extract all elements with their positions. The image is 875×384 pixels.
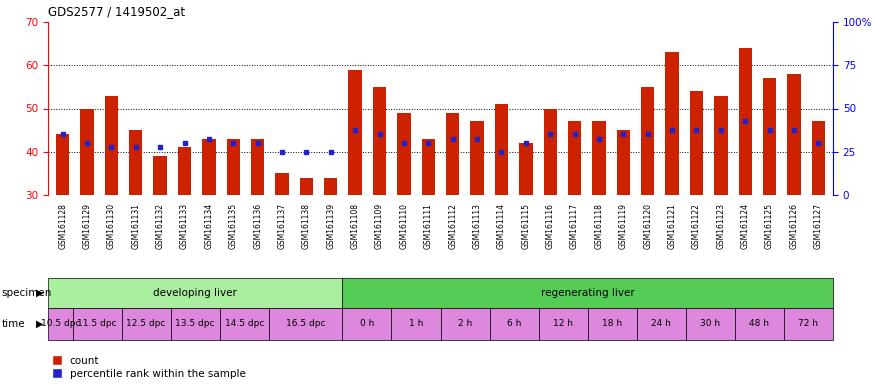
Text: 2 h: 2 h xyxy=(458,319,472,328)
Bar xyxy=(129,130,143,195)
Bar xyxy=(324,178,338,195)
Text: 11.5 dpc: 11.5 dpc xyxy=(77,319,117,328)
Bar xyxy=(348,70,362,195)
Bar xyxy=(342,308,391,340)
Bar xyxy=(342,278,833,308)
Bar xyxy=(373,87,386,195)
Bar xyxy=(73,308,122,340)
Bar xyxy=(665,52,679,195)
Bar xyxy=(171,308,220,340)
Bar xyxy=(48,308,73,340)
Text: 18 h: 18 h xyxy=(602,319,622,328)
Bar xyxy=(592,121,605,195)
Bar xyxy=(122,308,171,340)
Bar xyxy=(220,308,269,340)
Text: time: time xyxy=(2,319,25,329)
Bar xyxy=(227,139,240,195)
Text: 0 h: 0 h xyxy=(360,319,374,328)
Text: 10.5 dpc: 10.5 dpc xyxy=(40,319,80,328)
Text: 1 h: 1 h xyxy=(409,319,423,328)
Text: regenerating liver: regenerating liver xyxy=(541,288,634,298)
Bar xyxy=(80,109,94,195)
Bar xyxy=(153,156,167,195)
Bar xyxy=(788,74,801,195)
Text: 13.5 dpc: 13.5 dpc xyxy=(175,319,215,328)
Bar xyxy=(178,147,192,195)
Legend: count, percentile rank within the sample: count, percentile rank within the sample xyxy=(53,356,246,379)
Bar xyxy=(519,143,533,195)
Bar xyxy=(686,308,735,340)
Bar xyxy=(48,278,342,308)
Bar xyxy=(269,308,342,340)
Bar xyxy=(588,308,637,340)
Bar xyxy=(784,308,833,340)
Text: developing liver: developing liver xyxy=(153,288,237,298)
Text: 6 h: 6 h xyxy=(507,319,522,328)
Text: specimen: specimen xyxy=(2,288,52,298)
Text: ▶: ▶ xyxy=(36,319,44,329)
Bar xyxy=(568,121,581,195)
Bar xyxy=(637,308,686,340)
Bar xyxy=(812,121,825,195)
Text: 24 h: 24 h xyxy=(651,319,671,328)
Bar xyxy=(690,91,704,195)
Bar xyxy=(105,96,118,195)
Bar xyxy=(202,139,215,195)
Text: 12.5 dpc: 12.5 dpc xyxy=(127,319,166,328)
Bar xyxy=(543,109,556,195)
Bar xyxy=(714,96,727,195)
Bar xyxy=(738,48,752,195)
Bar xyxy=(763,78,776,195)
Text: ▶: ▶ xyxy=(36,288,44,298)
Text: 12 h: 12 h xyxy=(553,319,573,328)
Bar xyxy=(391,308,440,340)
Bar xyxy=(300,178,313,195)
Text: GDS2577 / 1419502_at: GDS2577 / 1419502_at xyxy=(48,5,186,18)
Text: 72 h: 72 h xyxy=(799,319,818,328)
Bar xyxy=(490,308,539,340)
Bar xyxy=(251,139,264,195)
Bar xyxy=(56,134,69,195)
Bar xyxy=(446,113,459,195)
Bar xyxy=(471,121,484,195)
Bar xyxy=(422,139,435,195)
Bar xyxy=(397,113,410,195)
Bar xyxy=(440,308,490,340)
Bar xyxy=(735,308,784,340)
Text: 48 h: 48 h xyxy=(749,319,769,328)
Bar xyxy=(539,308,588,340)
Bar xyxy=(641,87,654,195)
Text: 16.5 dpc: 16.5 dpc xyxy=(286,319,326,328)
Text: 14.5 dpc: 14.5 dpc xyxy=(225,319,264,328)
Bar xyxy=(617,130,630,195)
Text: 30 h: 30 h xyxy=(700,319,720,328)
Bar xyxy=(494,104,508,195)
Bar xyxy=(276,173,289,195)
